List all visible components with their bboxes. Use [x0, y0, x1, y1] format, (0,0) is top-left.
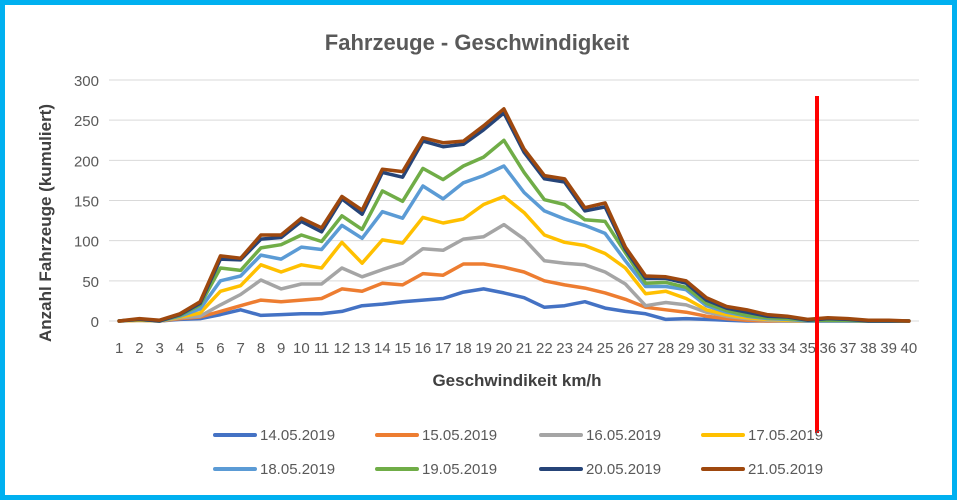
series-line-6 [117, 111, 911, 323]
y-tick-label: 250 [74, 113, 99, 130]
x-tick-label: 4 [176, 340, 184, 357]
x-tick-label: 32 [739, 340, 756, 357]
x-tick-label: 28 [658, 340, 675, 357]
legend-item: 14.05.2019 [213, 427, 335, 444]
x-tick-label: 24 [577, 340, 594, 357]
x-tick-label: 1 [115, 340, 123, 357]
legend-item: 15.05.2019 [375, 427, 497, 444]
y-axis-ticks: 0 50 100 150 200 250 300 [74, 73, 99, 331]
series-lines [117, 107, 911, 323]
y-tick-label: 50 [82, 274, 99, 291]
legend-item: 16.05.2019 [539, 427, 661, 444]
grid-lines [109, 79, 919, 322]
legend-label: 17.05.2019 [748, 427, 823, 444]
x-tick-label: 22 [536, 340, 553, 357]
x-tick-label: 35 [799, 340, 816, 357]
y-axis-label: Anzahl Fahrzeuge (kumuliert) [36, 104, 55, 342]
x-tick-label: 38 [860, 340, 877, 357]
x-tick-label: 3 [155, 340, 163, 357]
series-line-1 [117, 262, 911, 323]
x-tick-label: 14 [374, 340, 391, 357]
legend: 14.05.2019 15.05.2019 16.05.2019 17.05.2019… [213, 427, 823, 478]
y-tick-label: 100 [74, 234, 99, 251]
legend-label: 14.05.2019 [260, 427, 335, 444]
x-tick-label: 25 [597, 340, 614, 357]
x-tick-label: 39 [880, 340, 897, 357]
line-chart: Fahrzeuge - Geschwindigkeit 050100150200… [36, 30, 919, 478]
x-tick-label: 13 [354, 340, 371, 357]
legend-label: 18.05.2019 [260, 461, 335, 478]
x-tick-label: 8 [257, 340, 265, 357]
y-tick-label: 150 [74, 194, 99, 211]
legend-item: 19.05.2019 [375, 461, 497, 478]
legend-label: 20.05.2019 [586, 461, 661, 478]
legend-label: 21.05.2019 [748, 461, 823, 478]
x-tick-label: 11 [314, 340, 330, 357]
x-tick-label: 34 [779, 340, 796, 357]
x-tick-label: 18 [455, 340, 472, 357]
x-tick-label: 16 [415, 340, 432, 357]
x-tick-label: 20 [496, 340, 513, 357]
x-tick-label: 23 [556, 340, 573, 357]
legend-item: 17.05.2019 [701, 427, 823, 444]
x-tick-label: 5 [196, 340, 204, 357]
x-tick-label: 30 [698, 340, 715, 357]
x-tick-label: 40 [901, 340, 918, 357]
legend-label: 16.05.2019 [586, 427, 661, 444]
x-tick-label: 27 [637, 340, 654, 357]
y-tick-label: 0 [91, 314, 99, 331]
x-tick-label: 2 [135, 340, 143, 357]
x-axis-label: Geschwindikeit km/h [432, 371, 601, 390]
x-tick-label: 36 [820, 340, 837, 357]
y-tick-label: 200 [74, 153, 99, 170]
x-tick-label: 21 [516, 340, 533, 357]
x-tick-label: 19 [475, 340, 492, 357]
x-axis-ticks: 1 2 3 4 5 6 7 8 9 10 11 12 13 14 15 16 17 18 19 20 21 22 23 24 2… [115, 340, 917, 357]
x-tick-label: 6 [216, 340, 224, 357]
x-tick-label: 7 [236, 340, 244, 357]
x-tick-label: 17 [435, 340, 452, 357]
legend-label: 19.05.2019 [422, 461, 497, 478]
legend-item: 18.05.2019 [213, 461, 335, 478]
x-tick-label: 33 [759, 340, 776, 357]
x-tick-label: 9 [277, 340, 285, 357]
x-tick-label: 12 [334, 340, 351, 357]
x-tick-label: 29 [678, 340, 695, 357]
x-tick-label: 10 [293, 340, 310, 357]
x-tick-label: 37 [840, 340, 857, 357]
x-tick-label: 26 [617, 340, 634, 357]
legend-label: 15.05.2019 [422, 427, 497, 444]
chart-title: Fahrzeuge - Geschwindigkeit [325, 30, 630, 55]
y-tick-label: 300 [74, 73, 99, 90]
legend-item: 21.05.2019 [701, 461, 823, 478]
x-tick-label: 31 [718, 340, 735, 357]
x-tick-label: 15 [394, 340, 411, 357]
legend-item: 20.05.2019 [539, 461, 661, 478]
series-line-7 [117, 107, 911, 323]
